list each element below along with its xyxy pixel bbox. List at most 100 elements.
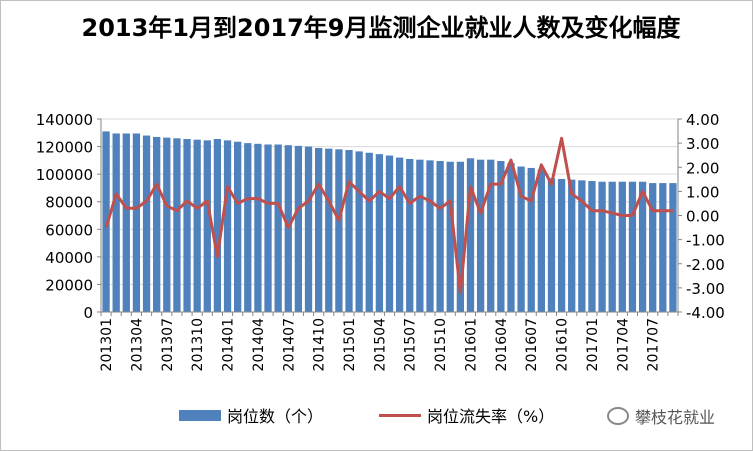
bar — [102, 131, 110, 312]
bar — [588, 181, 596, 312]
y-left-tick-label: 140000 — [36, 111, 93, 129]
bar — [395, 157, 404, 312]
x-tick-label: 201310 — [190, 318, 206, 371]
x-tick-label: 201604 — [494, 318, 510, 372]
bar — [112, 133, 120, 312]
bar — [456, 161, 465, 312]
bar — [244, 143, 252, 312]
y-right-tick-label: 4.00 — [686, 111, 719, 129]
bar — [669, 183, 677, 312]
bar — [274, 144, 282, 312]
tick-labels: 0 20000 40000 60000 80000 100000 120000 140000 -… — [36, 111, 725, 371]
y-right-tick-label: 2.00 — [686, 159, 719, 177]
legend-swatch-line — [379, 413, 421, 417]
x-tick-label: 201404 — [251, 318, 267, 372]
legend-swatch-bar — [179, 409, 221, 421]
x-tick-label: 201407 — [281, 318, 297, 371]
x-tick-label: 201304 — [129, 318, 145, 372]
bar — [446, 161, 454, 312]
bar — [598, 181, 606, 312]
y-left-tick-label: 20000 — [45, 276, 93, 294]
bar — [649, 183, 657, 312]
bar — [355, 151, 363, 312]
bar — [193, 139, 201, 312]
bar-series — [102, 131, 677, 312]
bar — [659, 183, 667, 312]
line-series — [104, 136, 673, 295]
x-tick-label: 201501 — [342, 318, 358, 371]
bar — [497, 161, 505, 312]
rate-line — [104, 136, 673, 295]
bar — [234, 141, 242, 312]
y-left-tick-label: 120000 — [36, 139, 93, 157]
watermark-text: 攀枝花就业 — [635, 408, 716, 427]
x-tick-label: 201707 — [646, 318, 662, 371]
bar — [618, 181, 626, 312]
wechat-icon — [607, 407, 629, 425]
bar — [183, 138, 191, 312]
y-left-tick-label: 60000 — [45, 221, 93, 239]
bar — [527, 167, 535, 312]
bar — [537, 169, 545, 312]
y-right-tick-label: 1.00 — [686, 183, 719, 201]
x-tick-label: 201510 — [433, 318, 449, 371]
bar — [294, 145, 303, 312]
legend-item-line: 岗位流失率（%） — [379, 403, 554, 427]
bar — [466, 158, 475, 312]
y-right-tick-label: -3.00 — [686, 280, 725, 298]
bar — [568, 179, 576, 312]
bar — [213, 138, 222, 312]
bar — [365, 152, 373, 312]
legend-label-line: 岗位流失率（%） — [427, 407, 555, 426]
y-right-tick-label: 0.00 — [686, 208, 719, 226]
y-left-tick-label: 0 — [83, 304, 93, 322]
chart-title: 2013年1月到2017年9月监测企业就业人数及变化幅度 — [81, 14, 681, 42]
bar — [487, 159, 495, 312]
x-tick-label: 201301 — [99, 318, 115, 371]
bar — [304, 146, 313, 312]
bar — [325, 148, 333, 312]
bar — [254, 143, 262, 312]
y-right-tick-label: 3.00 — [686, 135, 719, 153]
x-tick-label: 201507 — [403, 318, 419, 371]
bar — [406, 158, 414, 312]
legend-item-bar: 岗位数（个） — [179, 403, 323, 427]
bar — [557, 178, 566, 312]
x-tick-label: 201401 — [221, 318, 237, 371]
y-right-tick-label: -4.00 — [686, 304, 725, 322]
x-tick-label: 201607 — [524, 318, 540, 371]
bar — [517, 166, 525, 312]
bar — [142, 135, 151, 312]
bar — [203, 140, 211, 312]
bar — [638, 181, 647, 312]
bar — [375, 154, 384, 312]
bar — [264, 144, 272, 312]
bar — [416, 159, 424, 312]
x-tick-label: 201410 — [312, 318, 328, 371]
bar — [223, 140, 232, 312]
x-tick-label: 201601 — [463, 318, 479, 371]
x-tick-label: 201701 — [585, 318, 601, 371]
x-tick-label: 201610 — [555, 318, 571, 371]
bar — [163, 137, 171, 312]
bar — [436, 161, 444, 312]
axes — [97, 118, 682, 316]
bar — [476, 159, 485, 312]
bar — [507, 163, 515, 312]
x-tick-label: 201504 — [372, 318, 388, 372]
bar — [153, 136, 161, 312]
bar — [628, 181, 637, 312]
bar — [173, 138, 181, 312]
bar — [385, 155, 394, 312]
x-tick-label: 201307 — [160, 318, 176, 371]
y-left-tick-label: 40000 — [45, 249, 93, 267]
bar — [578, 180, 586, 312]
bar — [345, 150, 353, 312]
bar — [547, 178, 556, 312]
y-left-tick-label: 100000 — [36, 166, 93, 184]
bar — [426, 160, 434, 312]
y-right-tick-label: -1.00 — [686, 232, 725, 250]
bar — [314, 147, 323, 312]
